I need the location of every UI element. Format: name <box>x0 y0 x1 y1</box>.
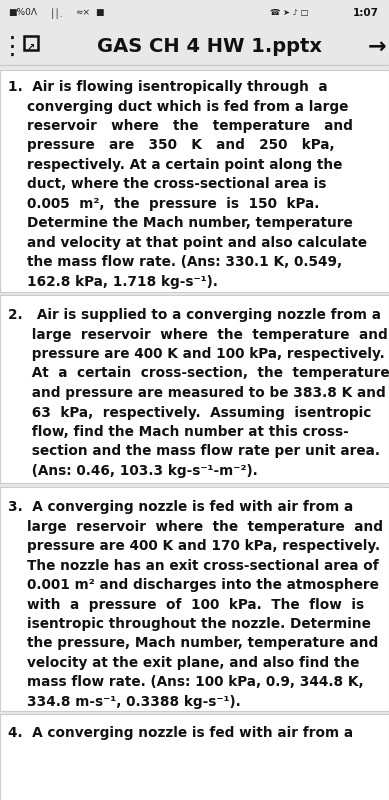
Text: large  reservoir  where  the  temperature  and: large reservoir where the temperature an… <box>8 327 388 342</box>
Text: with  a  pressure  of  100  kPa.  The  flow  is: with a pressure of 100 kPa. The flow is <box>8 598 364 611</box>
Text: reservoir   where   the   temperature   and: reservoir where the temperature and <box>8 119 353 133</box>
Text: ⋮: ⋮ <box>0 35 25 59</box>
Text: Determine the Mach number, temperature: Determine the Mach number, temperature <box>8 217 353 230</box>
FancyBboxPatch shape <box>0 295 389 483</box>
Text: and pressure are measured to be 383.8 K and: and pressure are measured to be 383.8 K … <box>8 386 386 400</box>
Text: pressure   are   350   K   and   250   kPa,: pressure are 350 K and 250 kPa, <box>8 138 335 153</box>
FancyBboxPatch shape <box>0 487 389 711</box>
Text: ■%0Λ: ■%0Λ <box>8 8 37 17</box>
Text: ≈×: ≈× <box>75 8 90 17</box>
Text: GAS CH 4 HW 1.pptx: GAS CH 4 HW 1.pptx <box>98 38 322 57</box>
Text: mass flow rate. (Ans: 100 kPa, 0.9, 344.8 K,: mass flow rate. (Ans: 100 kPa, 0.9, 344.… <box>8 675 364 690</box>
Text: velocity at the exit plane, and also find the: velocity at the exit plane, and also fin… <box>8 656 359 670</box>
FancyBboxPatch shape <box>0 70 389 292</box>
Text: flow, find the Mach number at this cross-: flow, find the Mach number at this cross… <box>8 425 349 439</box>
Text: and velocity at that point and also calculate: and velocity at that point and also calc… <box>8 236 367 250</box>
Text: ↗: ↗ <box>27 42 35 52</box>
Text: 4.  A converging nozzle is fed with air from a: 4. A converging nozzle is fed with air f… <box>8 726 353 740</box>
Text: isentropic throughout the nozzle. Determine: isentropic throughout the nozzle. Determ… <box>8 617 371 631</box>
Text: →: → <box>368 37 386 57</box>
Text: 162.8 kPa, 1.718 kg-s⁻¹).: 162.8 kPa, 1.718 kg-s⁻¹). <box>8 275 218 289</box>
Text: 3.  A converging nozzle is fed with air from a: 3. A converging nozzle is fed with air f… <box>8 500 353 514</box>
Text: 334.8 m-s⁻¹, 0.3388 kg-s⁻¹).: 334.8 m-s⁻¹, 0.3388 kg-s⁻¹). <box>8 695 241 709</box>
Text: the pressure, Mach number, temperature and: the pressure, Mach number, temperature a… <box>8 637 378 650</box>
Text: ☎ ➤ ♪ □: ☎ ➤ ♪ □ <box>270 8 308 17</box>
Text: 1.  Air is flowing isentropically through  a: 1. Air is flowing isentropically through… <box>8 80 328 94</box>
Text: respectively. At a certain point along the: respectively. At a certain point along t… <box>8 158 342 172</box>
Text: (Ans: 0.46, 103.3 kg-s⁻¹-m⁻²).: (Ans: 0.46, 103.3 kg-s⁻¹-m⁻²). <box>8 464 258 478</box>
Text: 0.005  m²,  the  pressure  is  150  kPa.: 0.005 m², the pressure is 150 kPa. <box>8 197 319 211</box>
Text: pressure are 400 K and 170 kPa, respectively.: pressure are 400 K and 170 kPa, respecti… <box>8 539 380 553</box>
Text: ■: ■ <box>95 8 103 17</box>
Text: ││.: ││. <box>50 8 64 18</box>
Text: 2.   Air is supplied to a converging nozzle from a: 2. Air is supplied to a converging nozzl… <box>8 308 381 322</box>
Text: At  a  certain  cross-section,  the  temperature: At a certain cross-section, the temperat… <box>8 366 389 381</box>
Text: the mass flow rate. (Ans: 330.1 K, 0.549,: the mass flow rate. (Ans: 330.1 K, 0.549… <box>8 255 342 270</box>
FancyBboxPatch shape <box>0 714 389 800</box>
Text: pressure are 400 K and 100 kPa, respectively.: pressure are 400 K and 100 kPa, respecti… <box>8 347 385 361</box>
Text: duct, where the cross-sectional area is: duct, where the cross-sectional area is <box>8 178 326 191</box>
Text: converging duct which is fed from a large: converging duct which is fed from a larg… <box>8 99 349 114</box>
Text: 1:07: 1:07 <box>353 8 379 18</box>
Text: 63  kPa,  respectively.  Assuming  isentropic: 63 kPa, respectively. Assuming isentropi… <box>8 406 371 419</box>
Text: 0.001 m² and discharges into the atmosphere: 0.001 m² and discharges into the atmosph… <box>8 578 379 592</box>
Text: large  reservoir  where  the  temperature  and: large reservoir where the temperature an… <box>8 519 383 534</box>
Text: The nozzle has an exit cross-sectional area of: The nozzle has an exit cross-sectional a… <box>8 558 379 573</box>
Text: section and the mass flow rate per unit area.: section and the mass flow rate per unit … <box>8 445 380 458</box>
